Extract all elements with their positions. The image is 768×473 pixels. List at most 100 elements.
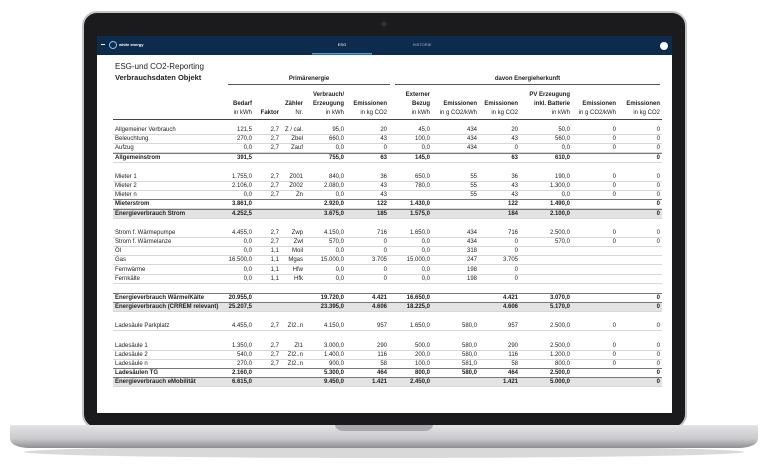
cell: 145,0 — [414, 154, 430, 161]
tab[interactable]: ESG — [337, 42, 347, 47]
row-rule — [113, 152, 662, 154]
cell: 434 — [466, 145, 477, 152]
cell: 100,0 — [414, 361, 430, 367]
cell: 1.575,0 — [409, 210, 430, 217]
cell: 0 — [514, 145, 518, 152]
cell: 0 — [656, 136, 660, 143]
cell: 0 — [656, 361, 660, 367]
row-label: Beleuchtung — [115, 136, 149, 143]
cell: 0 — [612, 127, 616, 133]
cell: 184 — [507, 210, 518, 217]
cell: 43 — [511, 136, 518, 143]
cell: Z002 — [289, 183, 303, 189]
cell: 318 — [466, 248, 477, 255]
total-row-bg — [113, 377, 662, 388]
user-icon[interactable] — [660, 42, 668, 50]
cell: 0 — [656, 239, 660, 245]
row-label: Energieverbrauch (CRREM relevant) — [115, 304, 219, 311]
row-rule — [113, 217, 662, 219]
cell: 0,0 — [243, 248, 252, 255]
cell: 185 — [376, 210, 387, 217]
cell: 0 — [612, 173, 616, 180]
row-rule — [113, 311, 662, 313]
cell: 18.225,0 — [406, 304, 430, 311]
row-rule — [113, 330, 662, 332]
cell: 0,0 — [335, 266, 344, 273]
cell: 4.421 — [502, 295, 518, 301]
cell: 55 — [470, 183, 477, 189]
cell: 0 — [656, 201, 660, 208]
cell: 2,7 — [270, 136, 279, 143]
row-label: Ladesäule 1 — [115, 342, 148, 349]
cell: 464 — [376, 370, 387, 377]
cell: 0 — [656, 127, 660, 133]
cell: 2,7 — [270, 229, 279, 236]
cell: 0 — [514, 248, 518, 255]
cell: Zwp — [291, 229, 303, 236]
group-header: davon Energieherkunft — [494, 76, 561, 82]
row-rule — [113, 143, 662, 145]
cell: 800,0 — [414, 370, 430, 377]
row-label: Fernkälte — [115, 275, 141, 282]
cell: 0 — [612, 361, 616, 367]
cell: 198 — [466, 275, 477, 282]
cell: 391,5 — [236, 154, 252, 161]
cell: 3.675,0 — [323, 210, 344, 217]
cell: 2,7 — [270, 351, 279, 358]
menu-icon[interactable] — [101, 44, 105, 45]
page-subtitle: Verbrauchsdaten Objekt — [115, 73, 202, 83]
row-rule — [113, 190, 662, 191]
tab[interactable]: HISTORIE — [412, 42, 432, 47]
shadow — [24, 446, 744, 458]
cell: 2.080,0 — [323, 183, 344, 189]
row-label: Mieterstrom — [115, 201, 150, 208]
cell: ZI2..n — [287, 351, 303, 358]
cell: 5.000,0 — [549, 379, 570, 386]
cell: 0 — [612, 351, 616, 358]
cell: 15.000,0 — [320, 257, 344, 264]
cell: 0 — [383, 145, 387, 152]
cell: 610,0 — [554, 154, 570, 161]
cell: 1.490,0 — [549, 201, 570, 208]
cell: 0 — [514, 275, 518, 282]
column-header: PV Erzeugung — [529, 92, 570, 98]
cell: Z / cal. — [284, 127, 303, 133]
row-label: Energieverbrauch Strom — [115, 210, 186, 217]
cell: 43 — [511, 192, 518, 199]
cell: 0,0 — [243, 275, 252, 282]
row-label: Allgemeiner Verbrauch — [115, 127, 176, 133]
row-label: Allgemeinstrom — [115, 154, 161, 161]
cell: 0 — [383, 239, 387, 245]
cell: 2.500,0 — [549, 370, 570, 377]
column-header: inkl. Batterie — [533, 101, 570, 107]
row-rule — [113, 208, 662, 210]
cell: 2,7 — [270, 127, 279, 133]
cell: 2,7 — [270, 342, 279, 349]
cell: 1.430,0 — [409, 201, 430, 208]
cell: 1.650,0 — [409, 229, 430, 236]
column-header: in kWh — [411, 110, 430, 116]
cell: 0,0 — [243, 145, 252, 152]
cell: 840,0 — [328, 173, 344, 180]
cell: 58 — [511, 361, 518, 367]
row-label: Strom f. Wärmelanze — [115, 239, 172, 245]
row-label: Gas — [115, 257, 127, 264]
cell: 23.395,0 — [320, 304, 344, 311]
cell: 580,0 — [461, 370, 477, 377]
column-header: Emissionen — [484, 101, 518, 107]
cell: 4.150,0 — [323, 229, 344, 236]
cell: 116 — [508, 351, 518, 358]
cell: 25.207,5 — [228, 304, 252, 311]
cell: 1,1 — [270, 257, 279, 264]
row-label: Ladesäulen TG — [115, 370, 159, 377]
cell: 3.705 — [371, 257, 387, 264]
row-rule — [113, 161, 662, 163]
cell: Mgas — [288, 257, 303, 264]
cell: 43 — [511, 183, 518, 189]
cell: 755,0 — [328, 154, 344, 161]
cell: 200,0 — [414, 351, 430, 358]
cell: 0 — [656, 192, 660, 199]
cell: 3.000,0 — [323, 342, 344, 349]
cell: 570,0 — [554, 239, 570, 245]
